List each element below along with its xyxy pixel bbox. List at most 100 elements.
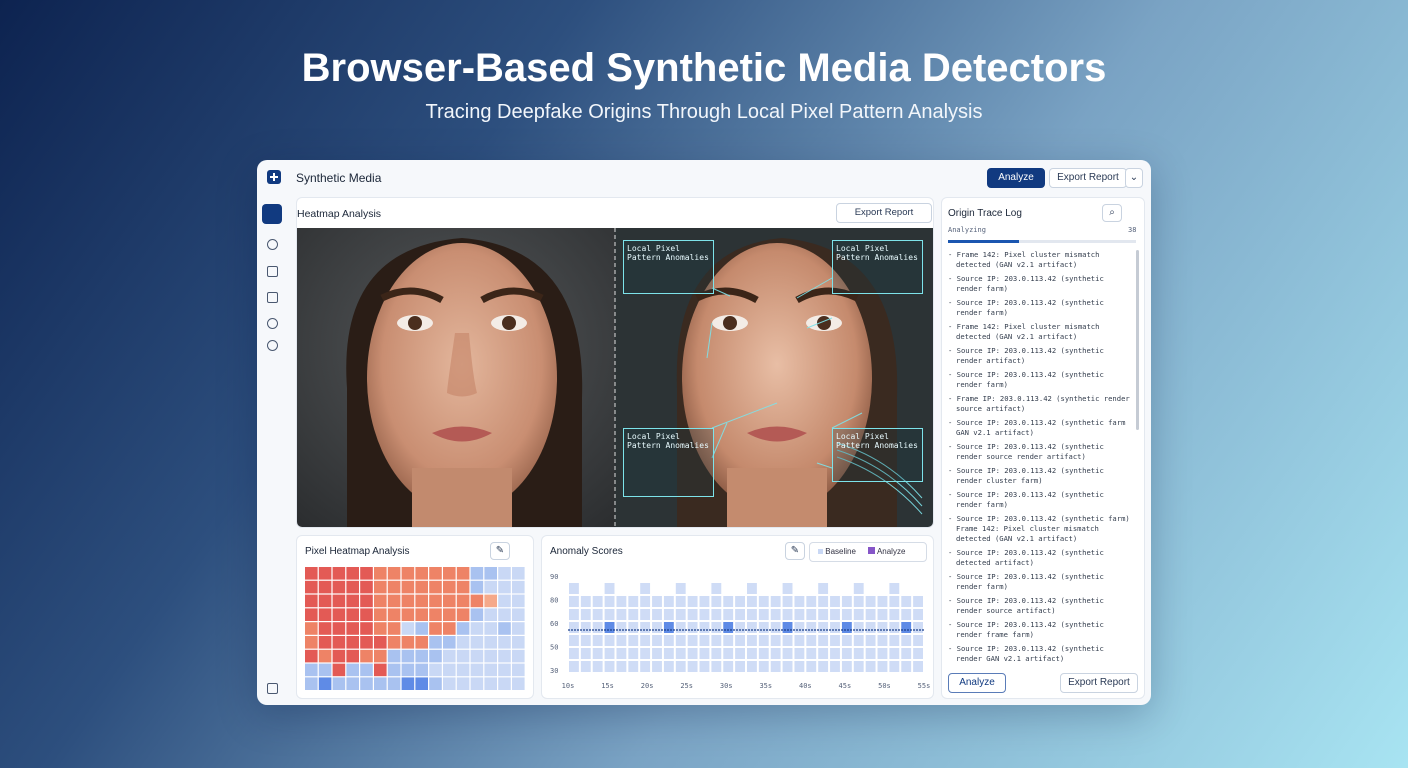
progress-fill [948, 240, 1020, 243]
heatmap-cell [318, 580, 332, 594]
chart-cell [758, 648, 769, 659]
y-label: 90 [550, 573, 558, 581]
heatmap-cell [498, 594, 511, 608]
sidebar-icon[interactable] [267, 683, 278, 694]
chart-cell [865, 622, 876, 633]
heatmap-cell [470, 567, 484, 580]
chart-cell [735, 648, 745, 659]
heatmap-cell [374, 649, 387, 663]
heatmap-cell [415, 649, 428, 663]
heatmap-cell [429, 580, 442, 594]
chart-cell [616, 635, 627, 646]
export-button[interactable]: Export Report [836, 203, 932, 223]
analyze-button[interactable]: Analyze [948, 673, 1006, 693]
sidebar-icon[interactable] [267, 292, 278, 303]
sidebar-icon[interactable] [267, 266, 278, 277]
heatmap-cell [498, 580, 511, 594]
heatmap-cell [401, 567, 415, 580]
chart-cell [735, 635, 745, 646]
chart-cell [663, 661, 674, 672]
chart-cell [699, 635, 710, 646]
chart-cell [663, 622, 674, 633]
chart-cell [723, 635, 734, 646]
heatmap-cell [305, 622, 318, 635]
chart-cell [794, 661, 805, 672]
chart-cell [913, 622, 923, 633]
export-button[interactable]: Export Report [1060, 673, 1138, 693]
heatmap-cell [456, 649, 470, 663]
dropdown-button[interactable]: ⌄ [1125, 168, 1143, 188]
chart-cell [806, 635, 817, 646]
heatmap-cell [332, 649, 346, 663]
heatmap-cell [512, 677, 525, 690]
sidebar-active[interactable] [262, 204, 282, 224]
chart-cell [889, 622, 900, 633]
chart-cell [806, 596, 817, 607]
edit-button[interactable]: ✎ [490, 542, 510, 560]
scrollbar[interactable] [1136, 250, 1139, 430]
y-label: 30 [550, 667, 558, 675]
panel-title: Heatmap Analysis [297, 208, 382, 220]
chart-cell [841, 609, 852, 620]
heatmap-cell [374, 580, 387, 594]
heatmap-cell [429, 622, 442, 635]
chart-cell [806, 609, 817, 620]
heatmap-cell [401, 636, 415, 649]
heatmap-cell [484, 636, 497, 649]
chart-cell [889, 661, 900, 672]
heatmap-cell [512, 622, 525, 635]
chart-cell [723, 648, 734, 659]
chart-cell [628, 661, 639, 672]
analyze-button[interactable]: Analyze [987, 168, 1045, 188]
heatmap-cell [387, 580, 401, 594]
edit-button[interactable]: ✎ [785, 542, 805, 560]
chart-cell [747, 596, 757, 607]
heatmap-cell [484, 594, 497, 608]
heatmap-cell [387, 622, 401, 635]
heatmap-cell [346, 663, 359, 677]
log-entry: - Source IP: 203.0.113.42 (synthetic far… [948, 514, 1130, 543]
legend-label: Baseline [825, 547, 856, 556]
x-label: 25s [680, 682, 693, 690]
heatmap-cell [360, 608, 373, 621]
heatmap-cell [305, 636, 318, 649]
heatmap-cell [443, 636, 456, 649]
heatmap-cell [332, 663, 346, 677]
chart-cell [723, 622, 734, 633]
annotation: Local Pixel Pattern Anomalies [832, 428, 923, 482]
chart-cell [652, 622, 662, 633]
heatmap-cell [429, 663, 442, 677]
sidebar-icon[interactable] [267, 239, 278, 250]
heatmap-cell [305, 663, 318, 677]
heatmap-cell [498, 622, 511, 635]
chart-cell [580, 648, 591, 659]
chart-cell [818, 648, 829, 659]
chart-cell [640, 622, 651, 633]
heatmap-cell [318, 677, 332, 690]
heatmap-cell [456, 622, 470, 635]
chart-cell [663, 648, 674, 659]
chart-cell [818, 583, 829, 594]
chart-cell [616, 596, 627, 607]
heatmap-cell [387, 636, 401, 649]
chart-cell [675, 609, 686, 620]
chart-cell [569, 622, 579, 633]
sidebar-icon[interactable] [267, 340, 278, 351]
log-entry: - Source IP: 203.0.113.42 (synthetic ren… [948, 370, 1104, 389]
heatmap-cell [456, 567, 470, 580]
chart-cell [569, 648, 579, 659]
heatmap-cell [443, 580, 456, 594]
heatmap-cell [456, 594, 470, 608]
log-entry: - Source IP: 203.0.113.42 (synthetic det… [948, 548, 1104, 567]
legend: Baseline Analyze [809, 542, 927, 562]
export-button[interactable]: Export Report [1049, 168, 1127, 188]
heatmap-cell [415, 567, 428, 580]
sidebar-icon[interactable] [267, 318, 278, 329]
heatmap-cell [512, 649, 525, 663]
search-button[interactable]: ⌕ [1102, 204, 1122, 222]
heatmap-cell [374, 594, 387, 608]
chart-cell [592, 635, 603, 646]
heatmap-cell [401, 622, 415, 635]
log-entry: - Source IP: 203.0.113.42 (synthetic ren… [948, 442, 1104, 461]
